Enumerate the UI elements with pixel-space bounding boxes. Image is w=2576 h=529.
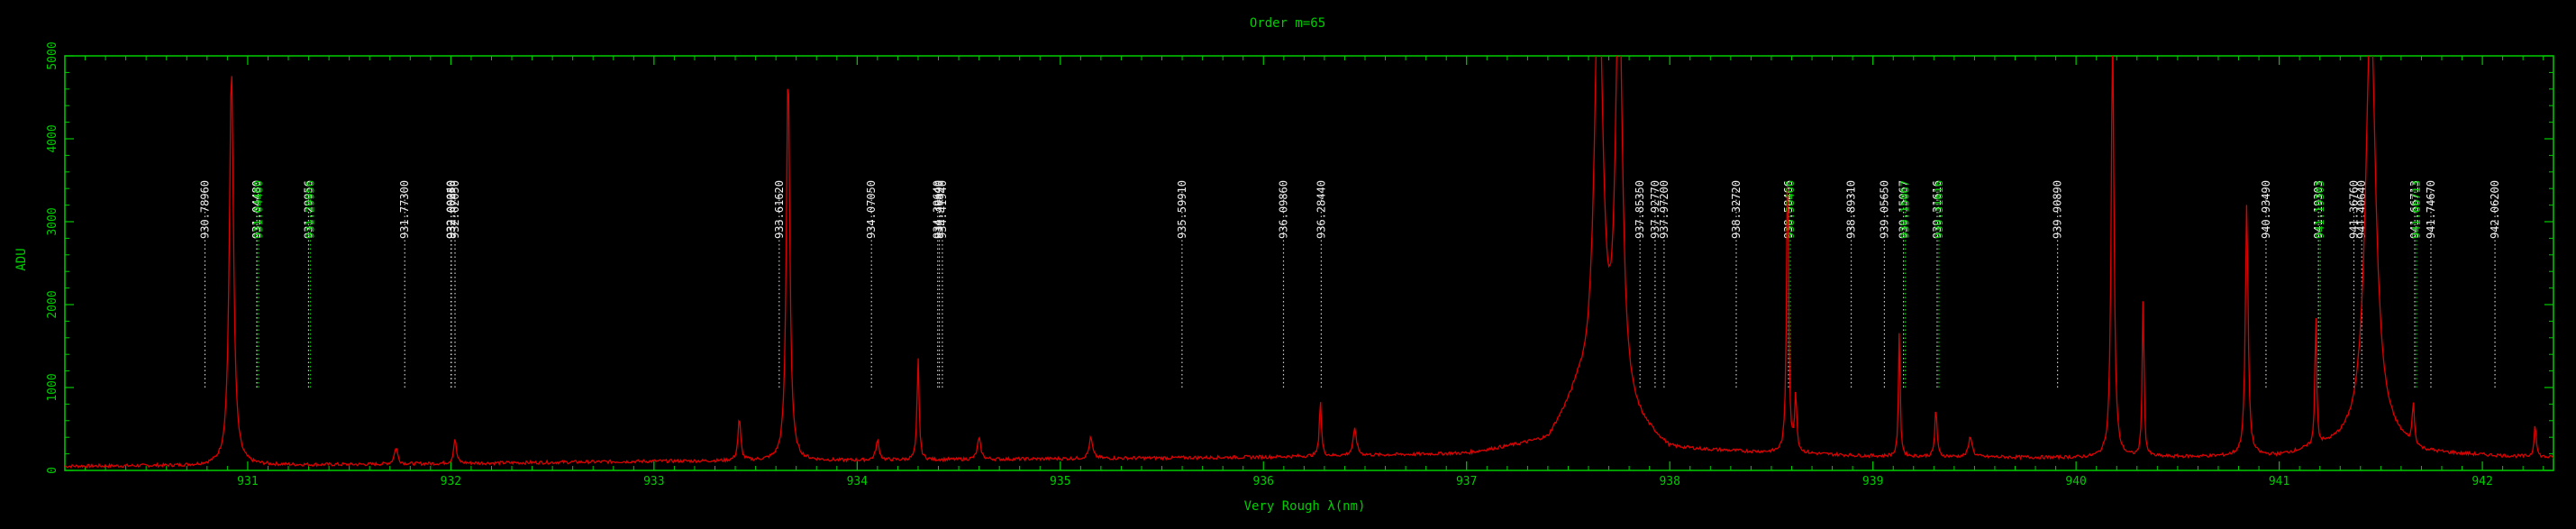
x-tick-label: 937 xyxy=(1456,475,1477,488)
line-id-label: 931.04480 xyxy=(250,180,263,239)
x-tick-label: 940 xyxy=(2065,475,2086,488)
line-id-label: 939.90890 xyxy=(2052,180,2064,239)
line-id-label: 939.15067 xyxy=(1898,180,1910,239)
x-tick-label: 942 xyxy=(2471,475,2492,488)
line-id-label: 934.41940 xyxy=(936,180,949,239)
line-id-label: 934.39640 xyxy=(932,180,944,239)
y-tick-label: 2000 xyxy=(46,290,59,318)
line-id-label: 932.02050 xyxy=(449,180,461,239)
line-id-label: 940.93490 xyxy=(2260,180,2272,239)
chart-title: Order m=65 xyxy=(1250,16,1325,31)
line-id-label: 931.77300 xyxy=(398,180,411,239)
x-tick-label: 936 xyxy=(1253,475,1274,488)
x-tick-label: 935 xyxy=(1050,475,1070,488)
line-id-label: 932.00040 xyxy=(444,180,457,239)
x-tick-label: 931 xyxy=(237,475,258,488)
x-axis-label: Very Rough λ(nm) xyxy=(1244,499,1366,514)
y-tick-label: 5000 xyxy=(46,41,59,69)
axis-ticks: 931 932 933 934 935 936 937 938 939 940 941 942 0 100… xyxy=(46,41,2553,488)
line-id-label: 941.19303 xyxy=(2314,180,2326,239)
line-id-label: 939.15067 xyxy=(1899,180,1912,239)
line-id-label: 941.66713 xyxy=(2408,180,2421,239)
line-id-label: 941.19303 xyxy=(2312,180,2325,239)
line-id-label: 938.32720 xyxy=(1730,180,1743,239)
line-id-label: 942.06200 xyxy=(2489,180,2501,239)
y-tick-label: 1000 xyxy=(46,373,59,401)
series-layer xyxy=(65,56,2553,470)
x-tick-label: 934 xyxy=(847,475,869,488)
y-tick-label: 4000 xyxy=(46,124,59,152)
line-id-label: 931.04480 xyxy=(250,180,263,239)
line-id-label: 941.66713 xyxy=(2410,180,2423,239)
line-id-label: 933.61620 xyxy=(773,180,786,239)
x-tick-label: 933 xyxy=(643,475,664,488)
line-id-label: 937.92770 xyxy=(1649,180,1661,239)
y-tick-label: 3000 xyxy=(46,207,59,235)
line-id-label: 937.85350 xyxy=(1634,180,1646,239)
line-id-label: 934.07050 xyxy=(865,180,878,239)
line-id-label: 936.28440 xyxy=(1315,180,1327,239)
spectrum-series-line xyxy=(65,56,2553,470)
line-id-label: 938.89310 xyxy=(1845,180,1858,239)
line-id-label: 941.40640 xyxy=(2355,180,2368,239)
line-id-label: 935.59910 xyxy=(1176,180,1188,239)
line-id-label: 937.97200 xyxy=(1658,180,1670,239)
line-id-label: 931.29956 xyxy=(302,180,314,239)
x-tick-label: 932 xyxy=(441,475,461,488)
line-id-label: 939.31616 xyxy=(1933,180,1945,239)
x-tick-label: 939 xyxy=(1862,475,1883,488)
plot-frame xyxy=(64,55,2554,471)
line-id-label: 941.36760 xyxy=(2347,180,2360,239)
line-id-label: 939.05650 xyxy=(1878,180,1890,239)
x-tick-label: 941 xyxy=(2269,475,2289,488)
line-id-label: 938.58466 xyxy=(1784,180,1797,239)
line-id-label: 936.09860 xyxy=(1278,180,1290,239)
line-id-label: 939.31616 xyxy=(1931,180,1943,239)
line-id-label: 938.58466 xyxy=(1782,180,1795,239)
x-tick-label: 938 xyxy=(1659,475,1679,488)
line-id-label: 931.04480 xyxy=(252,180,265,239)
line-id-label: 931.29956 xyxy=(304,180,316,239)
line-id-label: 941.74670 xyxy=(2425,180,2437,239)
line-id-label: 930.78960 xyxy=(198,180,211,239)
y-axis-label: ADU xyxy=(14,248,29,270)
y-tick-label: 0 xyxy=(46,467,59,474)
